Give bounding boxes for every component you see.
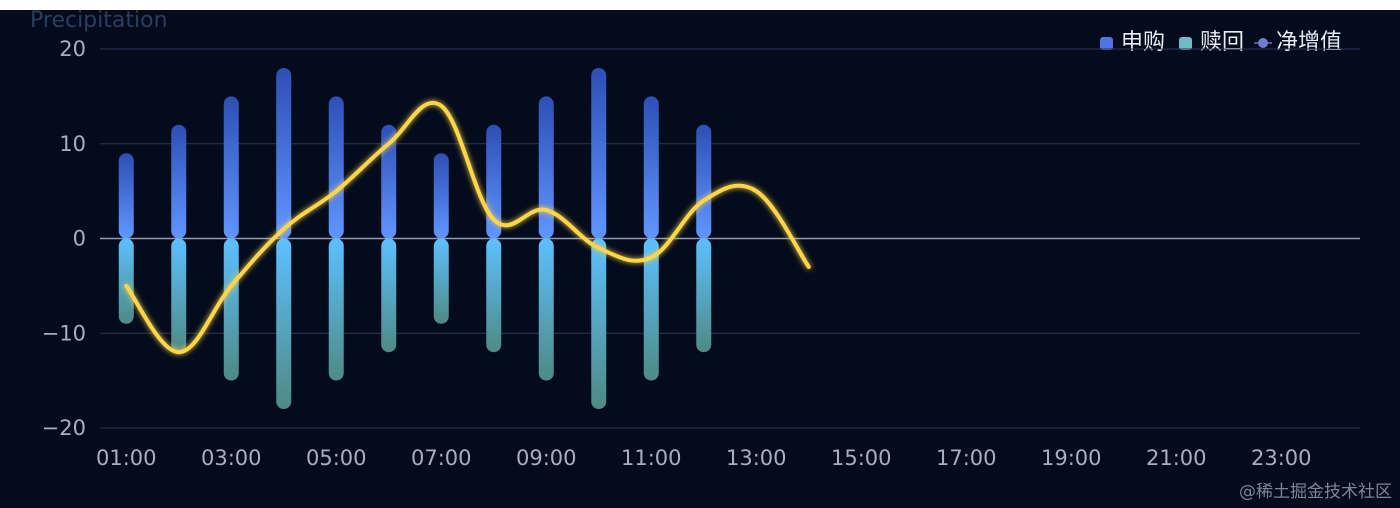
- bar-redeem: [696, 238, 712, 353]
- legend-item-redeem[interactable]: 赎回: [1178, 30, 1244, 55]
- bar-redeem: [328, 238, 344, 381]
- bar-redeem: [433, 238, 449, 324]
- y-tick-label: 0: [73, 227, 86, 251]
- x-tick-label: 05:00: [306, 446, 367, 470]
- chart-panel: Precipitation 申购 赎回 净增值 20 10 0 −10 −20 01:00…: [0, 10, 1400, 508]
- bar-subscribe: [328, 96, 344, 239]
- x-tick-label: 13:00: [726, 446, 787, 470]
- legend-swatch-redeem: [1178, 36, 1192, 50]
- x-tick-label: 07:00: [411, 446, 472, 470]
- bar-subscribe: [643, 96, 659, 239]
- x-tick-label: 03:00: [201, 446, 262, 470]
- bar-subscribe: [591, 67, 607, 239]
- bar-redeem: [643, 238, 659, 381]
- bar-subscribe: [223, 96, 239, 239]
- legend-label-subscribe: 申购: [1120, 30, 1165, 55]
- bar-subscribe: [433, 153, 449, 239]
- x-tick-label: 17:00: [936, 446, 997, 470]
- y-tick-label: 10: [59, 132, 86, 156]
- x-tick-label: 21:00: [1146, 446, 1207, 470]
- bar-redeem: [276, 238, 292, 410]
- legend-item-subscribe[interactable]: 申购: [1099, 30, 1165, 55]
- y-tick-label: 20: [59, 37, 86, 61]
- legend: 申购 赎回 净增值: [1099, 30, 1342, 55]
- bar-subscribe: [381, 124, 397, 239]
- bar-redeem: [591, 238, 607, 410]
- bar-subscribe: [171, 124, 187, 239]
- chart-svg: 20 10 0 −10 −20 01:00 03:00 05:00 07:00 09:00 11:0…: [42, 37, 1360, 470]
- net-value-line: [124, 101, 811, 355]
- x-tick-label: 15:00: [831, 446, 892, 470]
- legend-swatch-net: [1253, 38, 1272, 48]
- y-axis-title: Precipitation: [30, 8, 168, 33]
- x-tick-label: 19:00: [1041, 446, 1102, 470]
- bar-redeem: [223, 238, 239, 381]
- y-tick-label: −20: [42, 416, 86, 440]
- y-tick-label: −10: [42, 321, 86, 345]
- bar-subscribe: [538, 96, 554, 239]
- legend-label-redeem: 赎回: [1199, 30, 1244, 55]
- bar-redeem: [381, 238, 397, 353]
- legend-label-net: 净增值: [1275, 30, 1342, 55]
- legend-swatch-subscribe: [1099, 36, 1113, 50]
- x-tick-label: 01:00: [96, 446, 157, 470]
- x-tick-label: 11:00: [621, 446, 682, 470]
- bar-subscribe: [486, 124, 502, 239]
- legend-item-net[interactable]: 净增值: [1253, 30, 1342, 55]
- bar-redeem: [538, 238, 554, 381]
- bar-redeem: [171, 238, 187, 353]
- bar-subscribe: [118, 153, 134, 239]
- bar-redeem: [118, 238, 134, 324]
- bar-subscribe: [696, 124, 712, 239]
- bar-redeem: [486, 238, 502, 353]
- bar-subscribe: [276, 67, 292, 239]
- watermark: @稀土掘金技术社区: [1239, 482, 1392, 502]
- x-tick-label: 23:00: [1251, 446, 1312, 470]
- x-tick-label: 09:00: [516, 446, 577, 470]
